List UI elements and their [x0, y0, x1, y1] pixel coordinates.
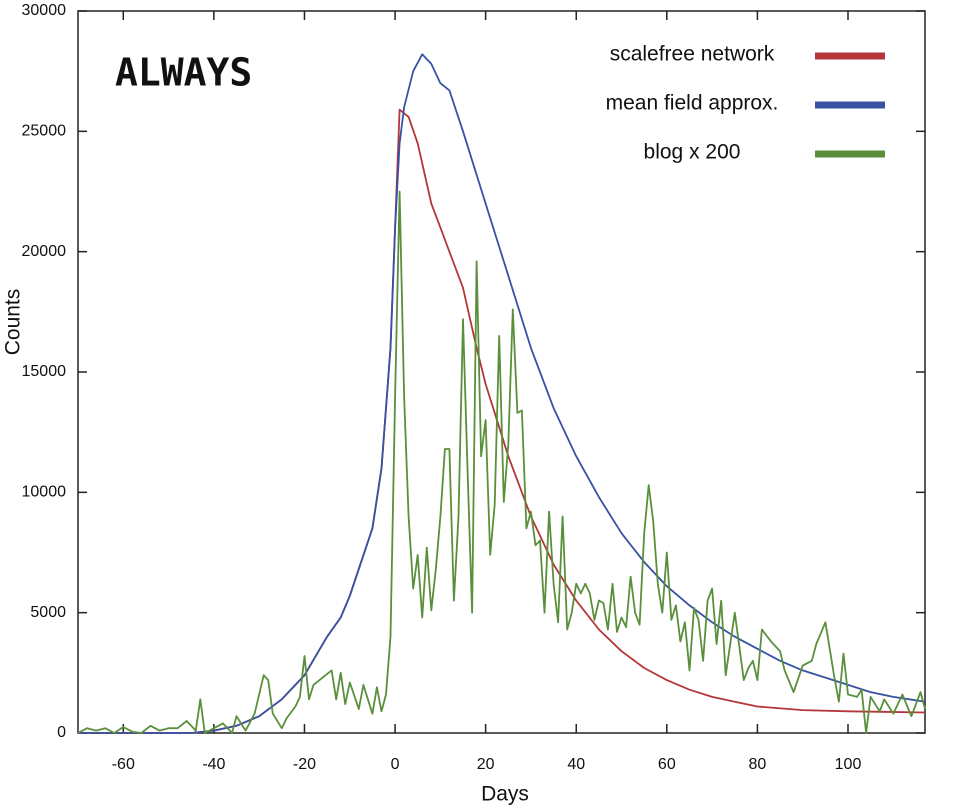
y-axis-title: Counts — [2, 289, 25, 356]
y-tick-label: 20000 — [22, 243, 67, 260]
x-tick-label: -60 — [112, 756, 135, 773]
x-tick-label: 100 — [835, 756, 862, 773]
x-tick-label: 60 — [658, 756, 676, 773]
legend-label: scalefree network — [610, 43, 775, 66]
x-tick-label: 80 — [749, 756, 767, 773]
data-line — [77, 190, 926, 734]
annotation: ALWAYS — [115, 51, 252, 95]
y-tick-label: 5000 — [30, 604, 66, 621]
x-tick-label: 0 — [391, 756, 400, 773]
x-tick-label: 40 — [567, 756, 585, 773]
data-line — [78, 53, 926, 734]
x-tick-label: 20 — [477, 756, 495, 773]
y-tick-label: 25000 — [22, 123, 67, 140]
y-tick-label: 15000 — [22, 363, 67, 380]
y-tick-label: 30000 — [22, 2, 67, 19]
y-tick-label: 0 — [57, 724, 66, 741]
y-tick-label: 10000 — [22, 484, 67, 501]
x-tick-label: -40 — [202, 756, 225, 773]
plot-frame — [77, 10, 926, 734]
x-axis-title: Days — [481, 783, 529, 806]
legend-label: blog x 200 — [644, 141, 741, 164]
legend-label: mean field approx. — [606, 92, 779, 115]
x-tick-label: -20 — [293, 756, 316, 773]
